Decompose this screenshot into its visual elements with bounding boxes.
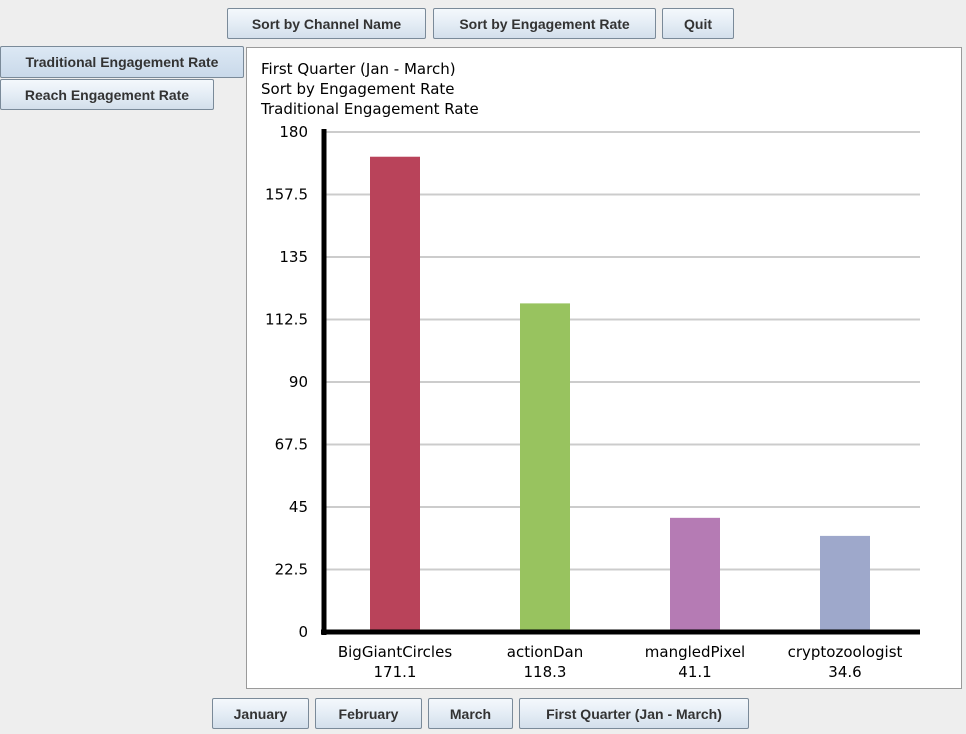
y-tick-label: 135 [279, 248, 308, 266]
february-button[interactable]: February [315, 698, 422, 729]
bar-actionDan [520, 303, 570, 632]
bar-value-label: 118.3 [524, 663, 567, 681]
chart-panel: First Quarter (Jan - March) Sort by Enga… [246, 47, 962, 689]
y-tick-label: 0 [298, 623, 308, 641]
bar-value-label: 34.6 [828, 663, 861, 681]
y-tick-label: 112.5 [265, 311, 308, 329]
y-tick-label: 22.5 [275, 561, 308, 579]
traditional-engagement-rate-button[interactable]: Traditional Engagement Rate [0, 46, 244, 78]
bar-cryptozoologist [820, 535, 870, 632]
reach-engagement-rate-button[interactable]: Reach Engagement Rate [0, 79, 214, 110]
y-tick-label: 180 [279, 123, 308, 141]
march-button[interactable]: March [428, 698, 513, 729]
sort-by-engagement-rate-button[interactable]: Sort by Engagement Rate [433, 8, 656, 39]
y-tick-label: 157.5 [265, 186, 308, 204]
x-category-label: actionDan [507, 643, 583, 661]
chart-title-line-3: Traditional Engagement Rate [261, 100, 479, 118]
january-button[interactable]: January [212, 698, 309, 729]
y-tick-label: 45 [289, 498, 308, 516]
y-tick-label: 67.5 [275, 436, 308, 454]
bar-BigGiantCircles [370, 156, 420, 632]
y-tick-label: 90 [289, 373, 308, 391]
bar-value-label: 171.1 [374, 663, 417, 681]
x-category-label: BigGiantCircles [338, 643, 452, 661]
chart-title-line-2: Sort by Engagement Rate [261, 80, 455, 98]
bar-value-label: 41.1 [678, 663, 711, 681]
x-category-label: cryptozoologist [788, 643, 903, 661]
first-quarter-button[interactable]: First Quarter (Jan - March) [519, 698, 749, 729]
chart-title-line-1: First Quarter (Jan - March) [261, 60, 456, 78]
x-category-label: mangledPixel [645, 643, 745, 661]
bar-mangledPixel [670, 517, 720, 632]
sort-by-channel-name-button[interactable]: Sort by Channel Name [227, 8, 426, 39]
bar-chart: 0 22.5 45 67.5 90 112.5 135 157.5 180 BigGiantCir… [265, 123, 920, 681]
quit-button[interactable]: Quit [662, 8, 734, 39]
